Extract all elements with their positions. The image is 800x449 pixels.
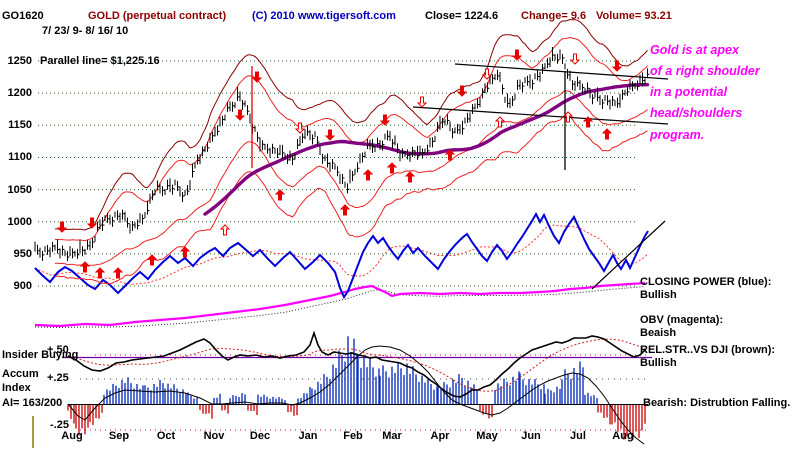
- month-axis-label: Dec: [249, 430, 271, 442]
- commentary-line-1: Gold is at apex: [650, 43, 739, 57]
- ai-plus25-label: +.25: [47, 372, 69, 384]
- price-axis-label: 1250: [7, 55, 32, 67]
- parallel-line-label: Parallel line= $1,225.16: [40, 55, 160, 67]
- index-label: Index: [2, 382, 31, 394]
- month-axis-label: Aug: [612, 430, 634, 442]
- obv-label: OBV (magenta):: [640, 314, 724, 326]
- month-axis-label: Aug: [61, 430, 83, 442]
- closing-power-status: Bullish: [640, 289, 677, 301]
- ai-minus25-label: -.25: [50, 419, 69, 431]
- commentary-line-4: head/shoulders: [650, 106, 743, 120]
- month-axis-label: May: [476, 430, 498, 442]
- closing-power-label: CLOSING POWER (blue):: [640, 276, 772, 288]
- month-axis-label: Jan: [298, 430, 318, 442]
- month-axis-label: Oct: [156, 430, 176, 442]
- ai-plus50-label: +.50: [47, 344, 69, 356]
- month-axis-label: Mar: [382, 430, 402, 442]
- price-axis-label: 900: [13, 280, 32, 293]
- relstr-status: Bullish: [640, 357, 677, 369]
- relstr-label: REL.STR..VS DJI (brown):: [640, 344, 776, 356]
- copyright-text: (C) 2010 www.tigersoft.com: [252, 10, 396, 22]
- price-axis-label: 1100: [8, 151, 32, 164]
- commentary-line-3: in a potential: [650, 85, 728, 99]
- accum-label: Accum: [2, 368, 39, 380]
- date-range: 7/ 23/ 9- 8/ 16/ 10: [42, 25, 129, 37]
- month-axis-label: Apr: [430, 430, 450, 442]
- month-axis-label: Feb: [343, 430, 363, 442]
- commentary-line-5: program.: [650, 128, 705, 142]
- distribution-status: Bearish: Distrubtion Falling.: [643, 397, 791, 409]
- commentary-line-2: of a right shoulder: [650, 64, 760, 78]
- month-axis-label: Nov: [203, 430, 225, 442]
- insider-buying-label: Insider Buying: [2, 349, 79, 361]
- instrument-name: GOLD (perpetual contract): [88, 10, 227, 22]
- change-value: Change= 9.6: [521, 10, 587, 22]
- price-axis-label: 1050: [7, 183, 32, 196]
- month-axis-label: Jul: [570, 430, 586, 442]
- price-axis-label: 1150: [8, 119, 32, 132]
- month-axis-label: Sep: [108, 430, 130, 442]
- price-axis-label: 950: [13, 247, 32, 260]
- obv-status: Beaish: [640, 327, 677, 339]
- ticker-symbol: GO1620: [2, 10, 44, 22]
- ai-value-label: AI= 163/200: [2, 397, 63, 409]
- price-axis-label: 1200: [7, 87, 32, 100]
- month-axis-label: Jun: [521, 430, 541, 442]
- close-value: Close= 1224.6: [425, 10, 499, 22]
- volume-value: Volume= 93.21: [596, 10, 672, 22]
- price-axis-label: 1000: [7, 215, 32, 228]
